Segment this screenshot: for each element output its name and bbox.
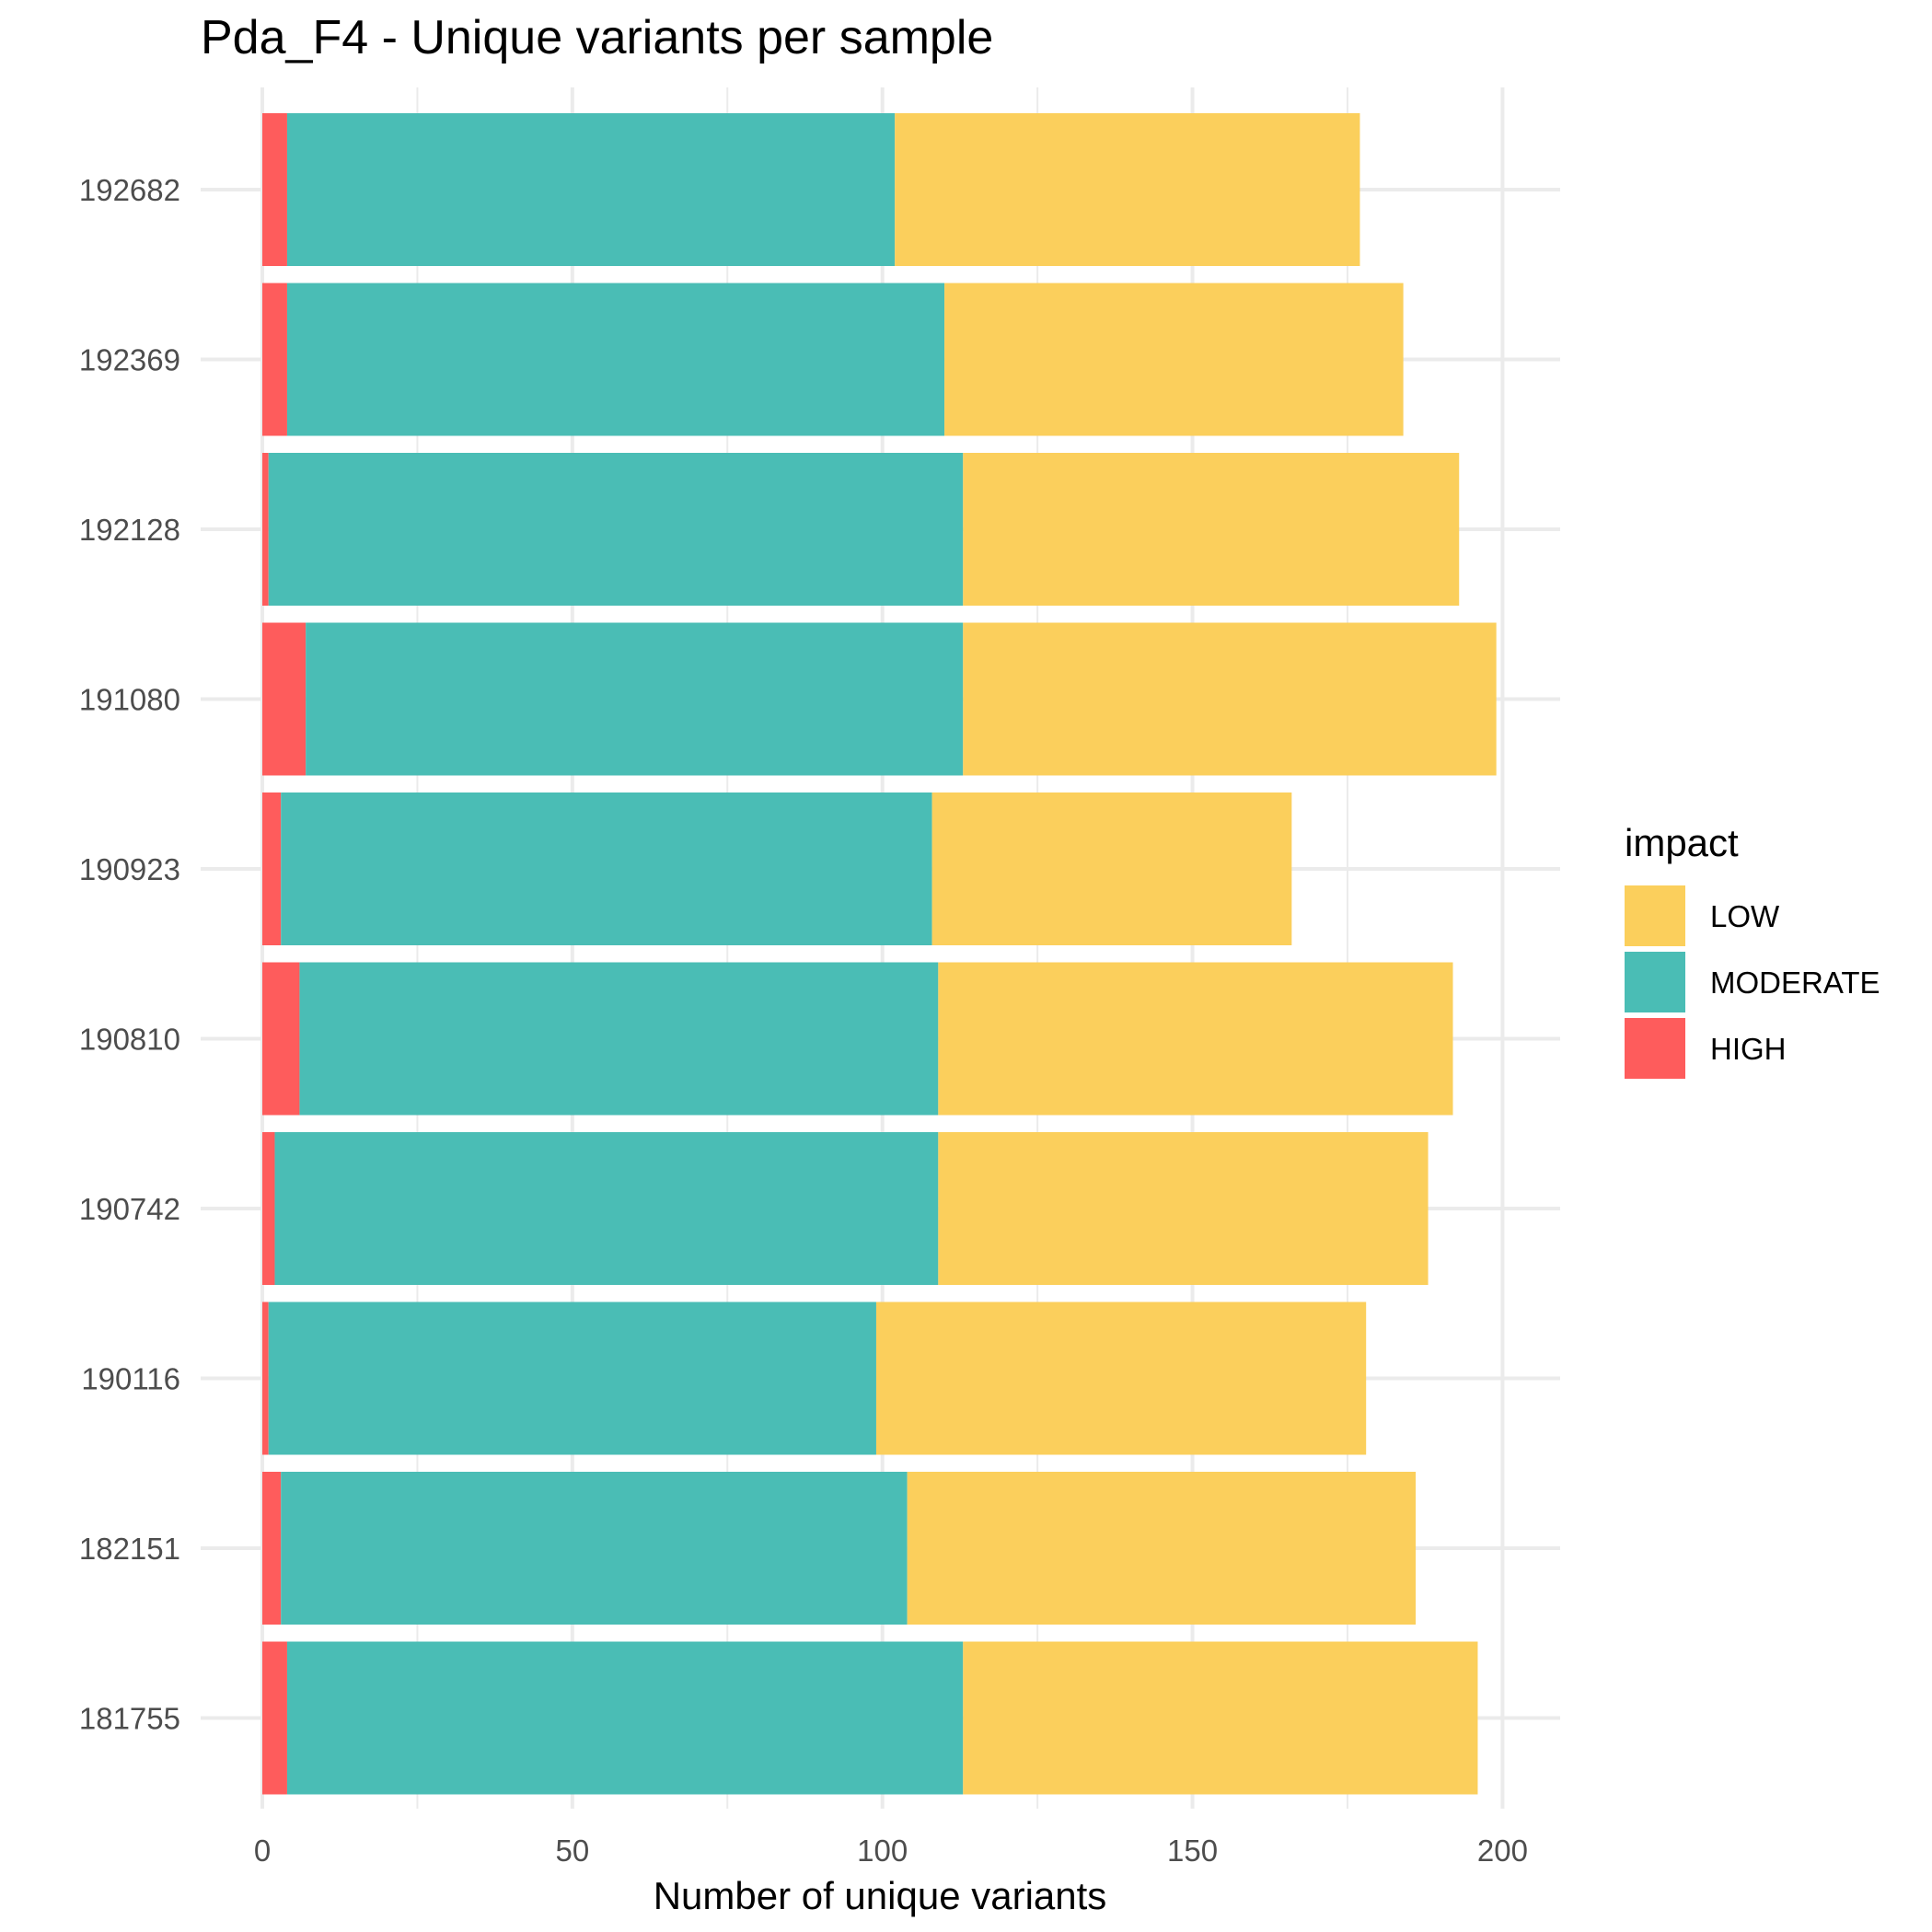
- y-tick-label: 190810: [79, 1023, 180, 1057]
- legend: impact LOW MODERATE HIGH: [1625, 821, 1880, 1079]
- bar-moderate-190116: [268, 1301, 876, 1455]
- bar-low-181755: [963, 1641, 1478, 1795]
- bar-high-192682: [262, 113, 287, 266]
- legend-key-high: [1625, 1018, 1685, 1079]
- bar-moderate-190742: [274, 1132, 939, 1285]
- bar-moderate-191080: [306, 622, 964, 776]
- y-tick-label: 191080: [79, 683, 180, 717]
- x-tick-label: 200: [1477, 1834, 1528, 1868]
- bar-moderate-192128: [268, 453, 964, 606]
- y-tick-label: 192369: [79, 343, 180, 377]
- y-tick-label: 182151: [79, 1532, 180, 1566]
- bar-high-190116: [262, 1301, 269, 1455]
- y-tick-label: 190116: [81, 1362, 180, 1396]
- bar-moderate-181755: [286, 1641, 964, 1795]
- legend-key-moderate: [1625, 952, 1685, 1012]
- y-tick-label: 192128: [79, 513, 180, 547]
- y-tick-label: 181755: [79, 1702, 180, 1736]
- bar-high-192128: [262, 453, 269, 606]
- x-tick-label: 50: [555, 1834, 589, 1868]
- x-axis-title: Number of unique variants: [654, 1874, 1107, 1917]
- bar-high-190742: [262, 1132, 275, 1285]
- x-tick-label: 100: [857, 1834, 908, 1868]
- y-tick-label: 192682: [79, 173, 180, 207]
- x-tick-label: 150: [1167, 1834, 1218, 1868]
- x-tick-label: 0: [254, 1834, 271, 1868]
- x-axis-tick-labels: 0 50 100 150 200: [254, 1834, 1528, 1868]
- bar-low-192128: [963, 453, 1460, 606]
- bars: [262, 113, 1497, 1795]
- bar-high-182151: [262, 1472, 282, 1625]
- bar-low-190923: [931, 792, 1292, 945]
- bar-moderate-182151: [281, 1472, 908, 1625]
- legend-label-moderate: MODERATE: [1710, 966, 1880, 1000]
- bar-low-192369: [944, 283, 1404, 436]
- bar-high-192369: [262, 283, 287, 436]
- bar-low-190810: [938, 962, 1453, 1116]
- y-tick-label: 190923: [79, 852, 180, 886]
- legend-key-low: [1625, 885, 1685, 946]
- bar-low-191080: [963, 622, 1497, 776]
- bar-high-190810: [262, 962, 300, 1116]
- bar-moderate-192369: [286, 283, 945, 436]
- bar-moderate-192682: [286, 113, 896, 266]
- y-axis-tick-labels: 192682 192369 192128 191080 190923 190810 1907…: [79, 173, 180, 1736]
- y-tick-label: 190742: [79, 1192, 180, 1226]
- bar-low-190116: [875, 1301, 1367, 1455]
- legend-label-high: HIGH: [1710, 1032, 1787, 1066]
- bar-high-190923: [262, 792, 282, 945]
- bar-low-182151: [907, 1472, 1417, 1625]
- legend-label-low: LOW: [1710, 899, 1780, 933]
- bar-high-191080: [262, 622, 307, 776]
- bar-low-192682: [895, 113, 1360, 266]
- bar-moderate-190810: [299, 962, 939, 1116]
- bar-moderate-190923: [281, 792, 932, 945]
- chart-title: Pda_F4 - Unique variants per sample: [201, 11, 993, 64]
- bar-high-181755: [262, 1641, 287, 1795]
- legend-title: impact: [1625, 821, 1739, 864]
- bar-low-190742: [938, 1132, 1429, 1285]
